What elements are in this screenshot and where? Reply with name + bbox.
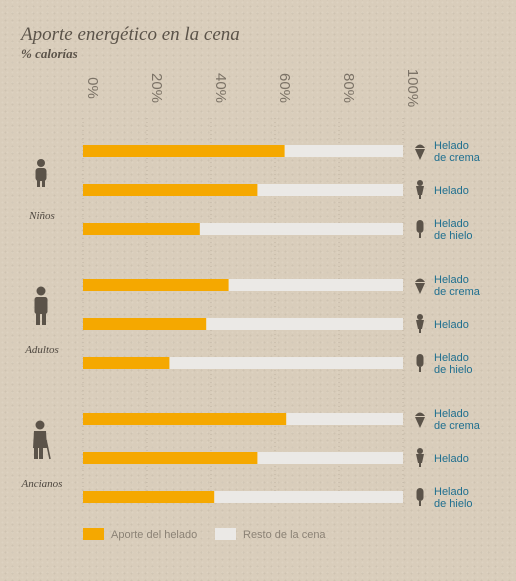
x-tick-label: 100%	[404, 69, 421, 107]
x-tick-label: 40%	[212, 73, 229, 103]
product-label: Helado	[434, 453, 469, 465]
bar-ice-cream	[83, 491, 215, 503]
ice-cream-cone-icon	[415, 412, 425, 428]
bar-ice-cream	[83, 318, 207, 330]
product-label: Helado	[434, 185, 469, 197]
x-tick-label: 80%	[340, 73, 357, 103]
ice-cream-cone-icon	[415, 144, 425, 160]
legend-label: Resto de la cena	[243, 529, 326, 541]
x-tick-label: 60%	[276, 73, 293, 103]
x-tick-label: 20%	[148, 73, 165, 103]
ice-cream-cone-icon	[415, 278, 425, 294]
legend-swatch	[83, 528, 104, 540]
ice-cream-cup-icon	[416, 448, 424, 467]
bar-ice-cream	[83, 223, 200, 235]
product-label: Helado de hielo	[434, 352, 473, 376]
product-label: Helado de hielo	[434, 218, 473, 242]
product-label: Helado de crema	[434, 408, 481, 432]
popsicle-icon	[416, 354, 424, 372]
bar-ice-cream	[83, 357, 170, 369]
group-label: Niños	[28, 210, 55, 222]
product-label: Helado de crema	[434, 274, 481, 298]
legend-label: Aporte del helado	[111, 529, 197, 541]
popsicle-icon	[416, 488, 424, 506]
bar-ice-cream	[83, 145, 285, 157]
group-label: Adultos	[24, 344, 59, 356]
chart-title: Aporte energético en la cena	[21, 24, 240, 45]
bar-ice-cream	[83, 279, 229, 291]
product-label: Helado	[434, 319, 469, 331]
product-label: Helado de hielo	[434, 486, 473, 510]
elderly-icon	[33, 420, 51, 460]
ice-cream-cup-icon	[416, 180, 424, 199]
product-label: Helado de crema	[434, 140, 481, 164]
bar-ice-cream	[83, 452, 258, 464]
popsicle-icon	[416, 220, 424, 238]
x-tick-label: 0%	[84, 77, 101, 99]
group-label: Ancianos	[21, 478, 63, 490]
adult-icon	[34, 286, 48, 325]
legend-swatch	[215, 528, 236, 540]
child-icon	[35, 159, 47, 187]
bar-ice-cream	[83, 184, 258, 196]
bar-ice-cream	[83, 413, 287, 425]
chart-subtitle: % calorías	[21, 46, 78, 61]
ice-cream-cup-icon	[416, 314, 424, 333]
